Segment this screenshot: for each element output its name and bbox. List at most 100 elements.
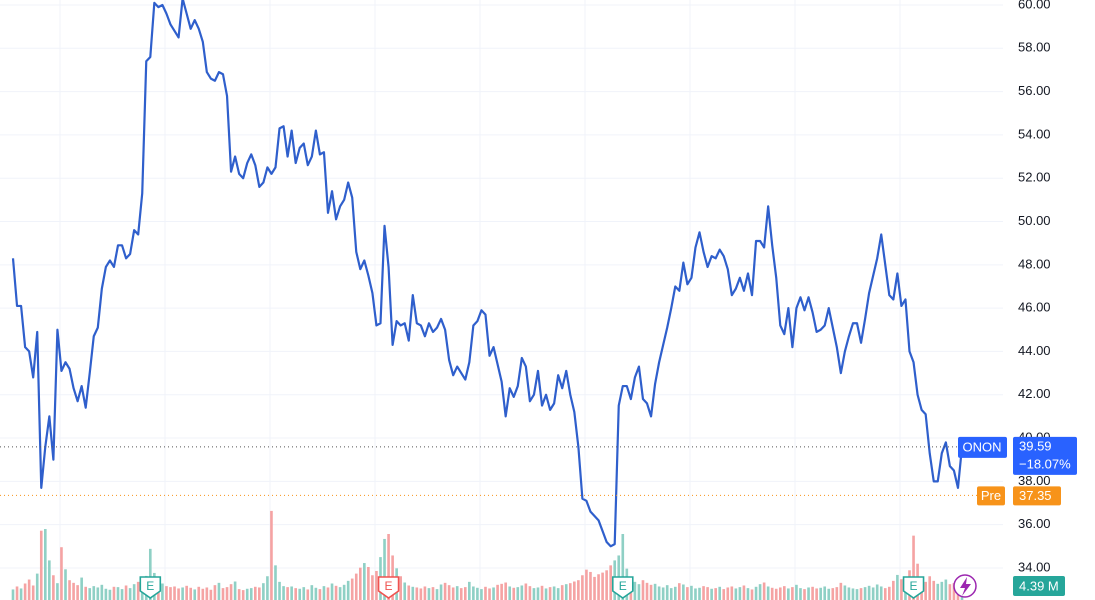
volume-bar: [27, 579, 31, 600]
plot: [0, 0, 1003, 548]
y-tick-label: 58.00: [1018, 40, 1051, 55]
change-label: −18.07%: [1019, 456, 1071, 471]
volume-bar: [669, 588, 673, 600]
volume-bar: [944, 579, 948, 600]
volume-bar: [354, 573, 358, 600]
volume-bar: [581, 575, 584, 600]
volume-bar: [88, 588, 92, 600]
volume-bar: [298, 588, 302, 600]
y-tick-label: 48.00: [1018, 256, 1051, 271]
pre-badge: [977, 486, 1005, 506]
volume-bar: [710, 588, 713, 600]
volume-bar: [310, 585, 314, 600]
volume-bar: [548, 587, 552, 600]
volume-bar: [766, 586, 770, 600]
volume-bar: [116, 587, 120, 600]
volume-bar: [746, 588, 750, 600]
volume-bar: [245, 588, 249, 600]
volume-bar: [330, 583, 334, 600]
volume-bar: [819, 587, 822, 600]
ticker-badge: [958, 436, 1007, 458]
volume-bar: [35, 573, 39, 600]
volume-bar: [871, 587, 875, 600]
earnings-label: E: [619, 579, 627, 593]
volume-bar: [112, 586, 116, 600]
volume-bar: [540, 585, 544, 600]
volume-bar: [64, 569, 67, 600]
volume-bar: [883, 588, 887, 600]
volume-bar: [940, 581, 944, 600]
volume-bar: [783, 586, 786, 600]
volume-bar: [169, 587, 172, 600]
y-tick-label: 52.00: [1018, 170, 1051, 185]
volume-bar: [492, 587, 495, 600]
volume-bar: [439, 584, 443, 600]
volume-bar: [60, 547, 63, 600]
volume-bar: [132, 584, 136, 600]
volume-bar: [912, 535, 915, 600]
volume-bar: [451, 587, 455, 600]
volume-bar: [488, 588, 491, 600]
volume-bar: [455, 586, 459, 600]
volume-bar: [326, 587, 330, 600]
volume-bar: [851, 588, 855, 600]
volume-bar: [577, 580, 580, 600]
volume-bar: [290, 586, 293, 600]
volume-bar: [795, 584, 798, 600]
volume-bar: [718, 586, 722, 600]
pre-price: 37.35: [1019, 488, 1052, 503]
volume-bar: [726, 587, 730, 600]
volume-bar: [932, 580, 936, 600]
volume-bar: [80, 577, 83, 600]
y-tick-label: 44.00: [1018, 343, 1051, 358]
volume-bar: [823, 586, 827, 600]
volume-bar: [52, 575, 55, 600]
y-tick-label: 56.00: [1018, 83, 1051, 98]
volume-bar: [286, 587, 289, 600]
volume-bar: [799, 588, 802, 600]
volume-bar: [512, 587, 516, 600]
volume-bar: [678, 583, 681, 600]
y-tick-label: 42.00: [1018, 386, 1051, 401]
y-tick-label: 34.00: [1018, 559, 1051, 574]
volume-bar: [496, 584, 499, 600]
volume-bar: [585, 569, 588, 600]
volume-bar: [92, 586, 96, 600]
volume-bar: [459, 588, 463, 600]
volume-bar: [641, 580, 645, 600]
volume-bar: [108, 589, 112, 600]
volume-bar: [367, 567, 370, 600]
volume-bar: [738, 587, 742, 600]
volume-bar: [201, 588, 205, 600]
volume-bar: [435, 589, 439, 600]
volume-bar: [774, 588, 778, 600]
y-tick-label: 46.00: [1018, 300, 1051, 315]
volume-bar: [48, 560, 51, 600]
volume-bar: [637, 584, 641, 600]
price-line: [11, 0, 964, 548]
volume-bar: [278, 581, 281, 600]
volume-bar: [504, 582, 507, 600]
volume-bar: [346, 580, 350, 600]
volume-bar: [536, 587, 540, 600]
volume-bar: [690, 585, 693, 600]
volume-bar: [742, 585, 746, 600]
volume-bar: [847, 587, 851, 600]
volume-bar: [221, 588, 225, 600]
volume-bar: [762, 582, 766, 600]
volume-bar: [262, 583, 265, 600]
volume-badge: [1013, 576, 1065, 596]
volume-bar: [124, 585, 128, 600]
volume-label: 4.39 M: [1019, 578, 1059, 593]
volume-bar: [447, 585, 451, 600]
volume-bar: [56, 583, 59, 600]
volume-bar: [415, 587, 419, 600]
volume-bar: [573, 581, 576, 600]
volume-bar: [375, 570, 378, 600]
volume-bar: [839, 582, 843, 600]
volume-bar: [213, 585, 217, 600]
volume-bar: [84, 586, 88, 600]
volume-bar: [815, 588, 818, 600]
volume-bar: [43, 529, 47, 600]
volume-bar: [205, 587, 209, 600]
